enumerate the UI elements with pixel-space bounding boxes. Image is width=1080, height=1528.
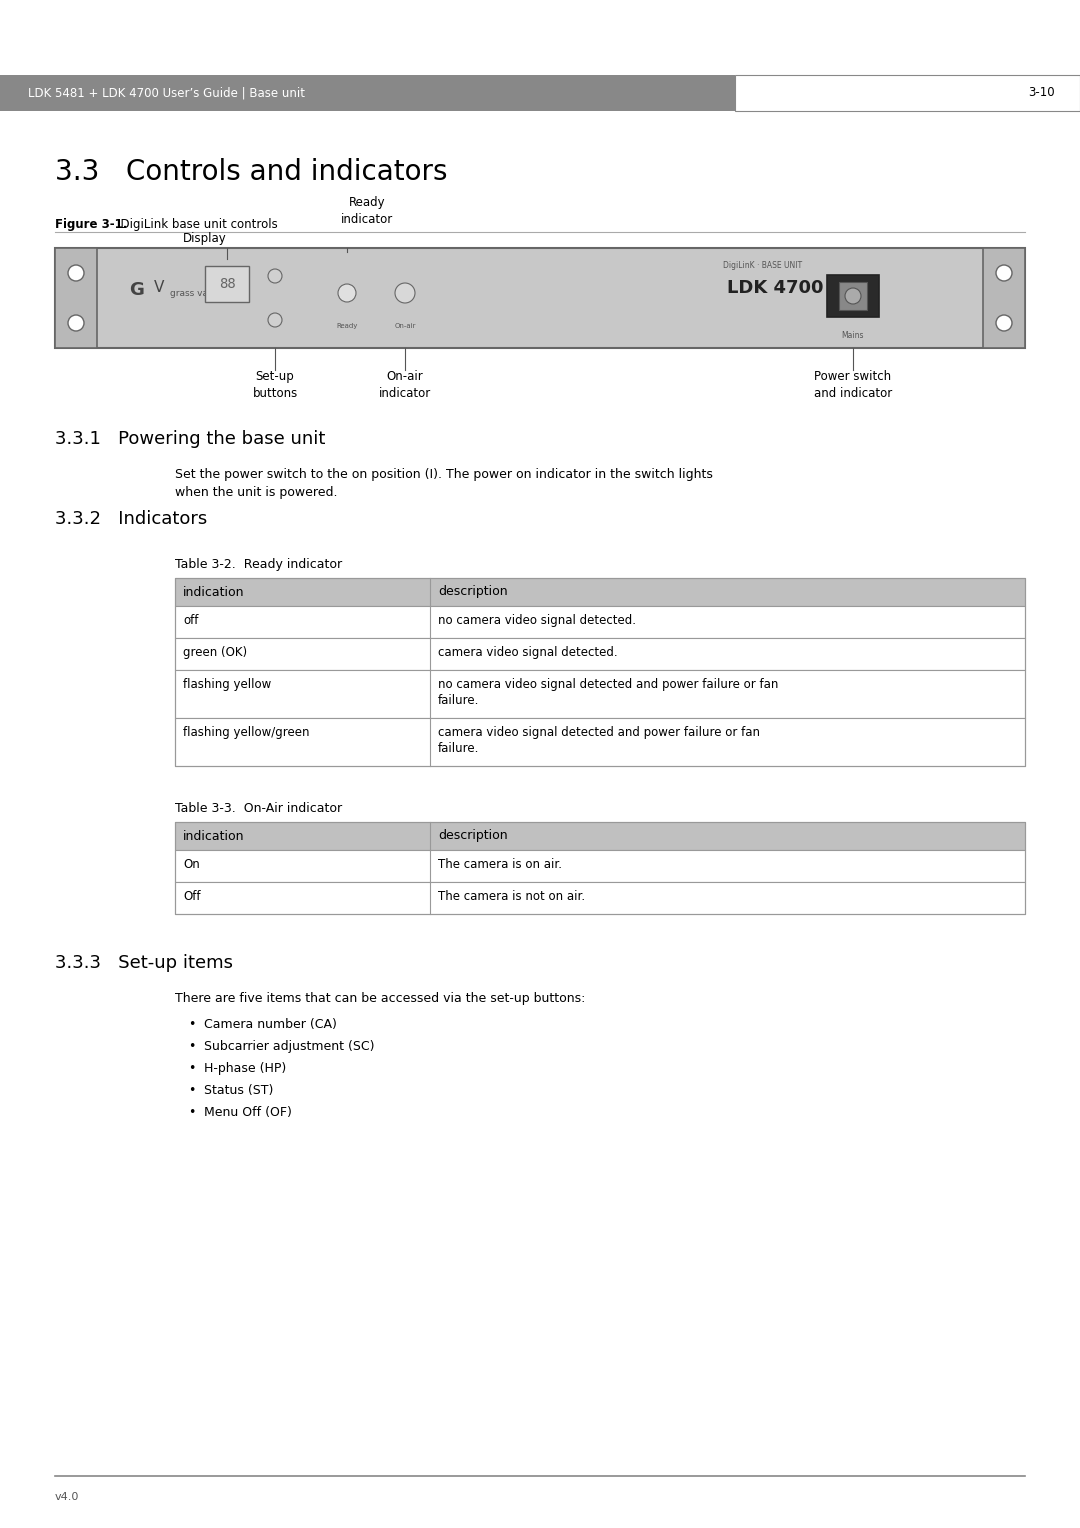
Text: Ready
indicator: Ready indicator xyxy=(341,196,393,226)
Text: 3.3.2   Indicators: 3.3.2 Indicators xyxy=(55,510,207,529)
Bar xyxy=(55,248,1025,348)
Bar xyxy=(175,822,1025,850)
Text: •: • xyxy=(188,1106,195,1118)
Bar xyxy=(0,75,735,112)
Circle shape xyxy=(845,287,861,304)
Bar xyxy=(175,578,1025,607)
Text: Display: Display xyxy=(184,232,227,244)
Text: description: description xyxy=(438,830,508,842)
Text: grass valley: grass valley xyxy=(170,289,225,298)
Bar xyxy=(175,607,1025,639)
Text: camera video signal detected and power failure or fan: camera video signal detected and power f… xyxy=(438,726,760,740)
Text: Table 3-2.  Ready indicator: Table 3-2. Ready indicator xyxy=(175,558,342,571)
Text: when the unit is powered.: when the unit is powered. xyxy=(175,486,337,500)
Text: 3.3.1   Powering the base unit: 3.3.1 Powering the base unit xyxy=(55,429,325,448)
Text: •: • xyxy=(188,1018,195,1031)
Bar xyxy=(175,639,1025,669)
Text: green (OK): green (OK) xyxy=(183,646,247,659)
Text: flashing yellow/green: flashing yellow/green xyxy=(183,726,310,740)
Text: LDK 5481 + LDK 4700 User’s Guide | Base unit: LDK 5481 + LDK 4700 User’s Guide | Base … xyxy=(28,87,305,99)
Text: camera video signal detected.: camera video signal detected. xyxy=(438,646,618,659)
Text: flashing yellow: flashing yellow xyxy=(183,678,271,691)
Circle shape xyxy=(338,284,356,303)
Text: 3-10: 3-10 xyxy=(1028,87,1055,99)
Text: no camera video signal detected.: no camera video signal detected. xyxy=(438,614,636,626)
Text: failure.: failure. xyxy=(438,743,480,755)
Text: Ready: Ready xyxy=(336,322,357,329)
Text: The camera is not on air.: The camera is not on air. xyxy=(438,889,585,903)
Bar xyxy=(175,850,1025,882)
Bar xyxy=(175,822,1025,914)
Bar xyxy=(983,248,1025,348)
Text: no camera video signal detected and power failure or fan: no camera video signal detected and powe… xyxy=(438,678,779,691)
Circle shape xyxy=(996,315,1012,332)
Text: On: On xyxy=(183,859,200,871)
Text: Subcarrier adjustment (SC): Subcarrier adjustment (SC) xyxy=(204,1041,375,1053)
Text: DigiLink base unit controls: DigiLink base unit controls xyxy=(113,219,278,231)
Text: off: off xyxy=(183,614,199,626)
Text: 88: 88 xyxy=(218,277,235,290)
Text: Power switch
and indicator: Power switch and indicator xyxy=(814,370,892,400)
Text: •: • xyxy=(188,1041,195,1053)
Bar xyxy=(839,283,867,310)
Text: On-air
indicator: On-air indicator xyxy=(379,370,431,400)
Circle shape xyxy=(996,264,1012,281)
Text: There are five items that can be accessed via the set-up buttons:: There are five items that can be accesse… xyxy=(175,992,585,1005)
Text: indication: indication xyxy=(183,585,244,599)
Circle shape xyxy=(268,313,282,327)
Text: 3.3   Controls and indicators: 3.3 Controls and indicators xyxy=(55,157,447,186)
Text: indication: indication xyxy=(183,830,244,842)
Text: v4.0: v4.0 xyxy=(55,1491,79,1502)
Circle shape xyxy=(395,283,415,303)
Text: G: G xyxy=(130,281,144,299)
Text: Mains: Mains xyxy=(841,332,864,341)
Text: •: • xyxy=(188,1062,195,1076)
Text: failure.: failure. xyxy=(438,694,480,707)
Text: Off: Off xyxy=(183,889,201,903)
Bar xyxy=(205,266,249,303)
Text: 3.3.3   Set-up items: 3.3.3 Set-up items xyxy=(55,953,233,972)
Text: Set-up
buttons: Set-up buttons xyxy=(253,370,298,400)
Circle shape xyxy=(268,269,282,283)
Bar xyxy=(735,75,1080,112)
Text: Table 3-3.  On-Air indicator: Table 3-3. On-Air indicator xyxy=(175,802,342,814)
Text: LDK 4700: LDK 4700 xyxy=(727,280,824,296)
Text: DigiLinK · BASE UNIT: DigiLinK · BASE UNIT xyxy=(723,261,802,270)
Text: The camera is on air.: The camera is on air. xyxy=(438,859,562,871)
Text: V: V xyxy=(154,280,164,295)
Circle shape xyxy=(68,315,84,332)
Text: description: description xyxy=(438,585,508,599)
Text: Camera number (CA): Camera number (CA) xyxy=(204,1018,337,1031)
Bar xyxy=(175,669,1025,718)
Text: Set the power switch to the on position (I). The power on indicator in the switc: Set the power switch to the on position … xyxy=(175,468,713,481)
Bar xyxy=(175,578,1025,766)
Bar xyxy=(175,718,1025,766)
Text: H-phase (HP): H-phase (HP) xyxy=(204,1062,286,1076)
Bar xyxy=(55,248,97,348)
Bar xyxy=(175,882,1025,914)
Bar xyxy=(827,275,879,316)
Text: Menu Off (OF): Menu Off (OF) xyxy=(204,1106,292,1118)
Text: On-air: On-air xyxy=(394,322,416,329)
Text: •: • xyxy=(188,1083,195,1097)
Text: Figure 3-1.: Figure 3-1. xyxy=(55,219,127,231)
Text: Status (ST): Status (ST) xyxy=(204,1083,273,1097)
Circle shape xyxy=(68,264,84,281)
